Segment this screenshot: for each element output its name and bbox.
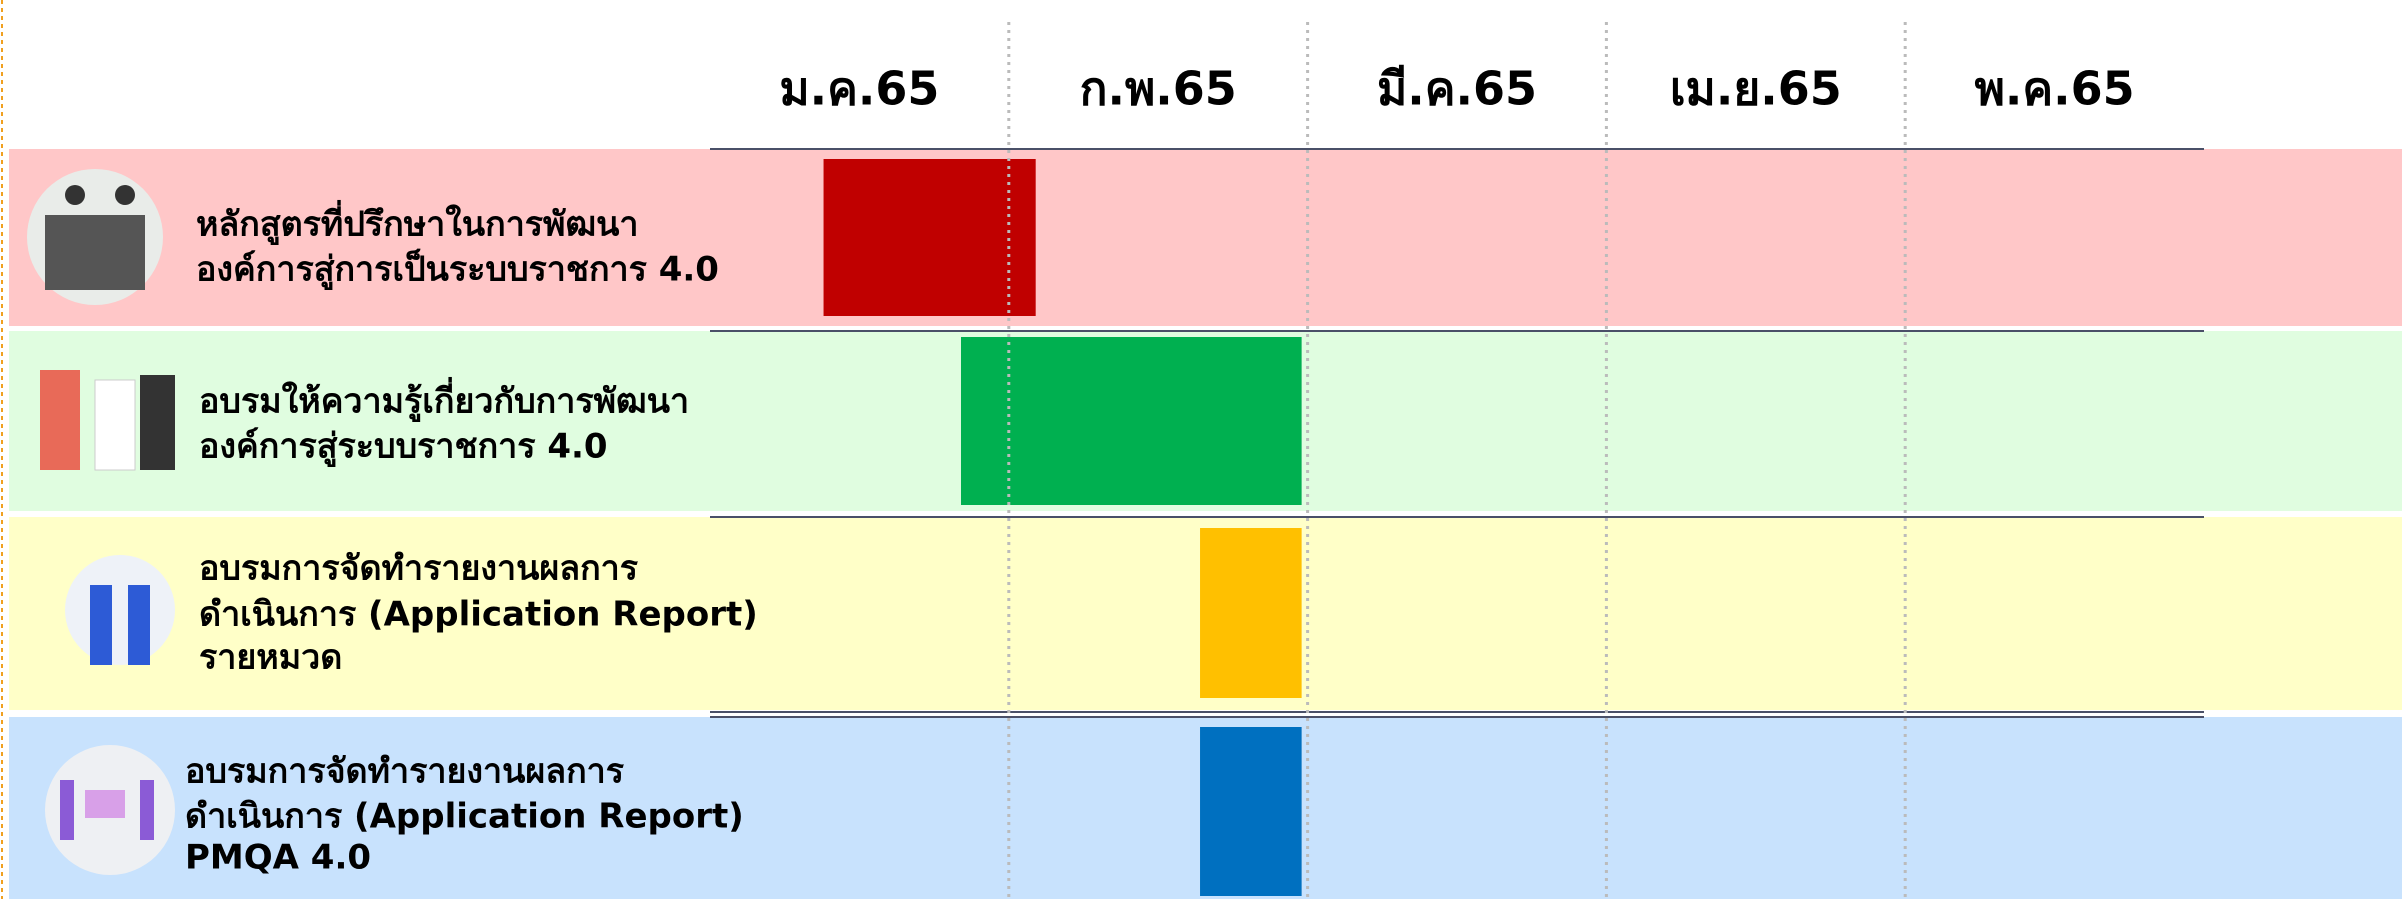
gantt-bar xyxy=(1200,528,1302,698)
task-label: อบรมให้ความรู้เกี่ยวกับการพัฒนา xyxy=(199,377,689,423)
task-label: PMQA 4.0 xyxy=(185,838,371,878)
task-label: ดำเนินการ (Application Report) xyxy=(185,797,744,837)
task-label: หลักสูตรที่ปรึกษาในการพัฒนา xyxy=(196,200,639,246)
illustration xyxy=(45,215,145,290)
illustration xyxy=(140,780,154,840)
illustration xyxy=(60,780,74,840)
illustration xyxy=(90,585,112,665)
gantt-bar xyxy=(961,337,1302,505)
task-label: ดำเนินการ (Application Report) xyxy=(199,595,758,635)
illustration xyxy=(40,370,80,470)
month-header: ม.ค.65 xyxy=(779,62,939,116)
illustration xyxy=(128,585,150,665)
month-header: เม.ย.65 xyxy=(1670,62,1842,116)
illustration xyxy=(85,790,125,818)
illustration xyxy=(65,185,85,205)
task-label: องค์การสู่การเป็นระบบราชการ 4.0 xyxy=(196,248,719,291)
illustration xyxy=(95,380,135,470)
gantt-bar xyxy=(1200,727,1302,896)
illustration xyxy=(115,185,135,205)
task-label: องค์การสู่ระบบราชการ 4.0 xyxy=(199,427,608,468)
month-header: มี.ค.65 xyxy=(1377,62,1537,116)
task-label: อบรมการจัดทำรายงานผลการ xyxy=(185,752,625,792)
illustration xyxy=(65,555,175,665)
month-header: ก.พ.65 xyxy=(1080,62,1237,116)
illustration xyxy=(140,375,175,470)
chart: หลักสูตรที่ปรึกษาในการพัฒนาองค์การสู่การ… xyxy=(0,0,2405,899)
month-header: พ.ค.65 xyxy=(1975,62,2135,116)
task-label: รายหมวด xyxy=(199,638,342,678)
task-label: อบรมการจัดทำรายงานผลการ xyxy=(199,549,639,589)
gantt-bar xyxy=(824,159,1036,316)
